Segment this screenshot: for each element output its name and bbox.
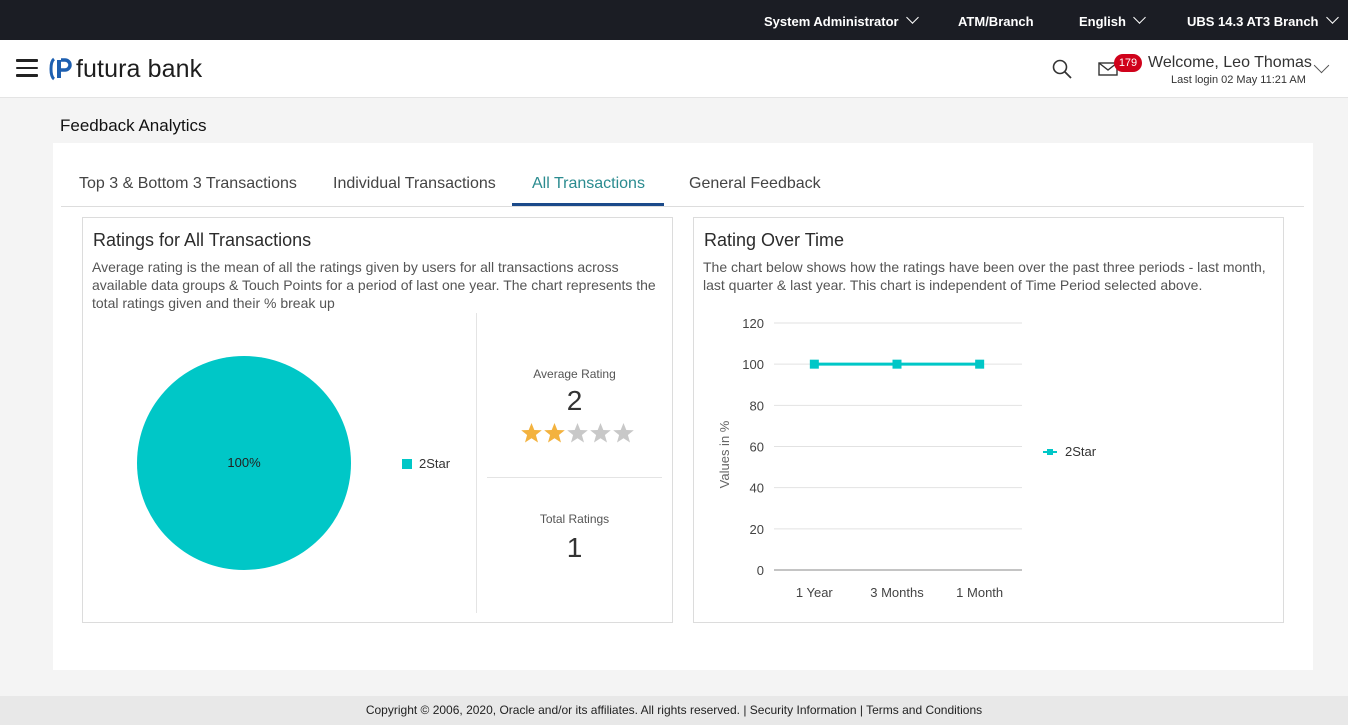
x-tick-label: 1 Month [956, 585, 1003, 600]
total-ratings-label: Total Ratings [539, 512, 610, 526]
star-filled-icon [544, 423, 565, 443]
star-empty-icon [567, 423, 588, 443]
chevron-down-icon[interactable] [1313, 57, 1330, 74]
logo[interactable]: futura bank [48, 54, 202, 84]
feedback-card: Top 3 & Bottom 3 Transactions Individual… [53, 143, 1313, 670]
y-tick-label: 60 [750, 440, 764, 455]
tab-individual-transactions[interactable]: Individual Transactions [333, 175, 496, 192]
ratings-pie-chart: 100% [137, 356, 351, 570]
data-point[interactable] [975, 359, 985, 369]
y-tick-label: 0 [757, 563, 764, 578]
chevron-down-icon [1133, 11, 1146, 24]
rating-over-time-panel: Rating Over Time The chart below shows h… [693, 217, 1284, 623]
average-rating-label: Average Rating [533, 367, 616, 381]
y-tick-label: 100 [742, 357, 764, 372]
rating-line-chart: 0 20 40 60 80 100 120 1 Year 3 Months 1 Month Valu… [717, 316, 1022, 600]
menu-icon[interactable] [16, 59, 38, 77]
footer: Copyright © 2006, 2020, Oracle and/or it… [0, 696, 1348, 725]
welcome-text: Welcome, Leo Thomas [1148, 54, 1312, 71]
y-tick-label: 120 [742, 316, 764, 331]
line-legend-label: 2Star [1065, 444, 1097, 459]
search-icon[interactable] [1051, 58, 1073, 80]
terms-link[interactable]: Terms and Conditions [866, 703, 983, 717]
active-tab-indicator [512, 203, 664, 206]
notification-badge[interactable]: 179 [1114, 54, 1142, 72]
role-label: System Administrator [764, 14, 899, 29]
pie-legend[interactable]: 2Star [402, 456, 450, 471]
data-point[interactable] [892, 359, 902, 369]
x-tick-label: 3 Months [870, 585, 924, 600]
rating-over-time-title: Rating Over Time [704, 230, 845, 250]
footer-separator: | [743, 703, 750, 717]
line-legend[interactable]: 2Star [1043, 444, 1096, 459]
futura-logo-icon [49, 57, 72, 81]
language-dropdown[interactable]: English [1079, 0, 1146, 40]
security-information-link[interactable]: Security Information [749, 703, 857, 717]
footer-separator: | [859, 703, 867, 717]
legend-swatch [402, 458, 412, 469]
average-rating-value: 2 [566, 385, 583, 416]
legend-marker [1043, 448, 1057, 455]
tab-bar: Top 3 & Bottom 3 Transactions Individual… [61, 163, 1304, 207]
entity-label: UBS 14.3 AT3 Branch [1187, 14, 1319, 29]
pie-slice-2star[interactable] [137, 356, 351, 570]
y-axis-label: Values in % [717, 420, 732, 488]
role-dropdown[interactable]: System Administrator [764, 0, 919, 40]
divider [476, 313, 477, 613]
rating-over-time-description: The chart below shows how the ratings ha… [703, 259, 1266, 293]
chevron-down-icon [1325, 11, 1339, 24]
atm-branch-link[interactable]: ATM/Branch [958, 14, 1034, 29]
total-ratings-value: 1 [566, 532, 583, 563]
ratings-panel: Ratings for All Transactions Average rat… [82, 217, 673, 623]
app-header: futura bank 179 Welcome, Leo Thomas Last… [0, 40, 1348, 98]
tab-general-feedback[interactable]: General Feedback [689, 175, 821, 192]
data-point[interactable] [809, 359, 819, 369]
page-title: Feedback Analytics [60, 116, 207, 135]
ratings-panel-title: Ratings for All Transactions [93, 230, 312, 250]
ratings-panel-description: Average rating is the mean of all the ra… [92, 259, 656, 311]
logo-text: futura bank [76, 54, 203, 83]
y-tick-label: 20 [750, 522, 764, 537]
tab-top-bottom[interactable]: Top 3 & Bottom 3 Transactions [79, 175, 297, 192]
tab-all-transactions[interactable]: All Transactions [532, 175, 645, 192]
star-filled-icon [521, 423, 542, 443]
pie-legend-label: 2Star [419, 456, 451, 471]
star-rating [520, 422, 635, 444]
top-bar: System Administrator ATM/Branch English … [0, 0, 1348, 40]
divider [487, 477, 662, 478]
entity-dropdown[interactable]: UBS 14.3 AT3 Branch [1187, 0, 1339, 40]
last-login-text: Last login 02 May 11:21 AM [1171, 74, 1306, 86]
x-tick-label: 1 Year [796, 585, 834, 600]
copyright-text: Copyright © 2006, 2020, Oracle and/or it… [365, 703, 740, 717]
star-empty-icon [590, 423, 611, 443]
language-label: English [1079, 14, 1126, 29]
chevron-down-icon [905, 11, 919, 24]
star-empty-icon [613, 423, 634, 443]
pie-data-label: 100% [227, 455, 261, 470]
y-tick-label: 40 [750, 481, 764, 496]
y-tick-label: 80 [750, 398, 764, 413]
